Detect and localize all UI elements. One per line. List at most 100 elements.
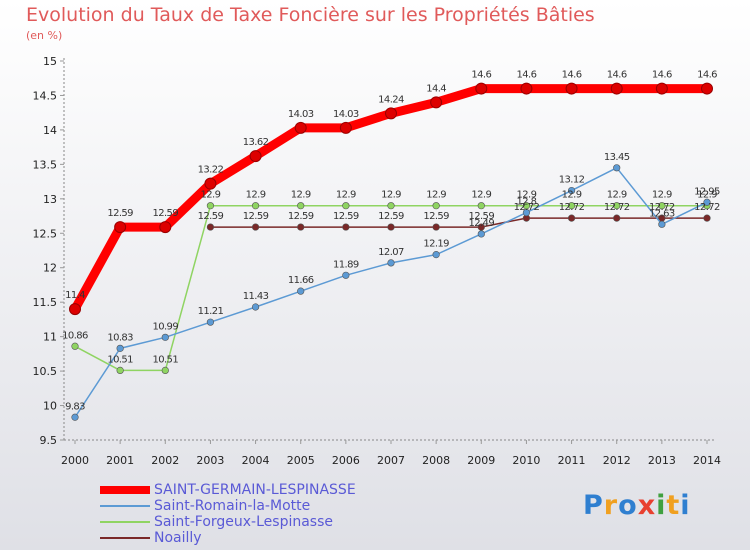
data-point xyxy=(613,214,621,222)
data-label: 12.9 xyxy=(336,190,356,201)
data-label: 11.43 xyxy=(243,291,269,302)
chart-unit: (en %) xyxy=(26,29,63,42)
data-label: 12.95 xyxy=(694,186,720,197)
data-label: 12.59 xyxy=(152,208,178,219)
data-label: 12.59 xyxy=(107,208,133,219)
data-point xyxy=(387,259,395,267)
legend-swatch xyxy=(100,537,150,539)
data-label: 14.03 xyxy=(333,109,359,120)
data-point xyxy=(71,413,79,421)
data-point xyxy=(251,202,260,210)
legend-label: Saint-Romain-la-Motte xyxy=(154,498,311,514)
data-point xyxy=(655,82,668,95)
data-label: 14.6 xyxy=(516,70,536,81)
proxiti-logo: Proxiti xyxy=(583,490,691,521)
data-label: 12.9 xyxy=(381,190,401,201)
data-label: 12.59 xyxy=(333,211,359,222)
y-tick-label: 15 xyxy=(43,55,57,68)
data-label: 11.21 xyxy=(198,306,224,317)
line-chart: 9.5 10 10.5 11 11.5 12 12.5 13 13.5 14 14.5 15 2000 2… xyxy=(33,55,722,467)
x-tick-label: 2000 xyxy=(61,454,89,467)
data-point xyxy=(116,344,124,352)
data-label: 10.83 xyxy=(107,332,133,343)
data-point xyxy=(567,186,576,195)
data-label: 12.49 xyxy=(468,218,494,229)
data-label: 12.72 xyxy=(649,202,675,213)
legend-swatch xyxy=(100,505,150,507)
data-point xyxy=(294,121,307,134)
data-label: 12.72 xyxy=(604,202,630,213)
x-tick-label: 2014 xyxy=(693,454,721,467)
data-label: 12.9 xyxy=(652,190,672,201)
data-point xyxy=(432,202,440,210)
data-label: 12.59 xyxy=(288,211,314,222)
data-label: 12.8 xyxy=(516,197,536,208)
data-point xyxy=(116,366,124,375)
data-point xyxy=(703,198,711,206)
data-label: 12.72 xyxy=(559,202,585,213)
data-point xyxy=(387,223,395,231)
x-tick-label: 2013 xyxy=(648,454,676,467)
data-label: 13.22 xyxy=(198,165,224,176)
data-point xyxy=(161,333,169,341)
data-point xyxy=(432,223,440,231)
data-label: 10.51 xyxy=(152,354,178,365)
data-label: 11.89 xyxy=(333,259,359,270)
data-label: 12.59 xyxy=(198,211,224,222)
data-point xyxy=(251,303,260,311)
data-labels: 12.59 12.59 12.59 12.59 12.59 12.59 12.59 12.72… xyxy=(62,70,720,413)
y-tick-label: 14 xyxy=(43,124,57,137)
y-tick-label: 14.5 xyxy=(33,89,58,102)
data-label: 11.66 xyxy=(288,275,314,286)
data-point xyxy=(114,221,127,234)
legend: SAINT-GERMAIN-LESPINASSE Saint-Romain-la-… xyxy=(100,482,356,546)
data-point xyxy=(432,251,440,259)
data-point xyxy=(249,150,262,163)
data-label: 12.72 xyxy=(694,202,720,213)
data-label: 14.03 xyxy=(288,109,314,120)
data-label: 14.6 xyxy=(652,70,672,81)
data-point xyxy=(658,220,666,228)
data-label: 12.59 xyxy=(468,211,494,222)
data-label: 12.59 xyxy=(378,211,404,222)
data-point xyxy=(204,177,217,190)
data-point xyxy=(71,342,79,350)
data-label: 13.45 xyxy=(604,152,630,163)
data-point xyxy=(206,223,215,231)
data-label: 12.9 xyxy=(426,190,446,201)
data-label: 12.9 xyxy=(246,190,266,201)
data-point xyxy=(475,82,488,95)
data-label: 10.99 xyxy=(152,321,178,332)
data-label: 13.62 xyxy=(243,137,269,148)
data-point xyxy=(701,82,713,95)
data-point xyxy=(430,96,443,109)
data-point xyxy=(522,209,531,217)
data-point xyxy=(297,202,305,210)
legend-item: Saint-Romain-la-Motte xyxy=(100,498,356,514)
series-line xyxy=(209,217,708,228)
data-point xyxy=(206,202,215,210)
y-tick-label: 11 xyxy=(43,331,57,344)
data-label: 12.19 xyxy=(423,239,449,250)
data-label: 12.9 xyxy=(291,190,311,201)
data-point xyxy=(567,202,576,210)
x-tick-label: 2003 xyxy=(196,454,224,467)
legend-swatch xyxy=(100,486,150,494)
data-point xyxy=(251,223,260,231)
legend-label: SAINT-GERMAIN-LESPINASSE xyxy=(154,482,356,498)
data-point xyxy=(339,121,352,134)
data-label: 12.07 xyxy=(378,247,404,258)
data-label: 14.4 xyxy=(426,83,446,94)
x-tick-label: 2004 xyxy=(242,454,270,467)
data-label: 12.72 xyxy=(514,202,540,213)
data-label: 14.24 xyxy=(378,94,404,105)
y-tick-label: 12.5 xyxy=(33,227,58,240)
data-point xyxy=(342,223,350,231)
x-tick-label: 2008 xyxy=(422,454,450,467)
data-label: 14.6 xyxy=(697,70,717,81)
y-tick-label: 13.5 xyxy=(33,158,58,171)
x-tick-label: 2009 xyxy=(467,454,495,467)
data-point xyxy=(159,221,172,234)
legend-label: Noailly xyxy=(154,530,202,546)
data-point xyxy=(69,303,81,316)
